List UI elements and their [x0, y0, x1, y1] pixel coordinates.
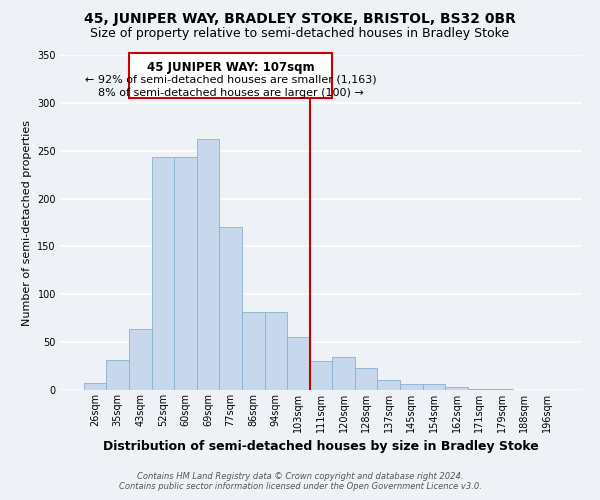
Text: ← 92% of semi-detached houses are smaller (1,163): ← 92% of semi-detached houses are smalle…: [85, 74, 376, 84]
Bar: [220, 228, 242, 390]
Bar: [106, 360, 129, 390]
Text: 45 JUNIPER WAY: 107sqm: 45 JUNIPER WAY: 107sqm: [147, 60, 314, 74]
Bar: [287, 338, 310, 390]
Bar: [490, 389, 513, 390]
Bar: [468, 389, 490, 390]
X-axis label: Distribution of semi-detached houses by size in Bradley Stoke: Distribution of semi-detached houses by …: [103, 440, 539, 454]
FancyBboxPatch shape: [129, 53, 332, 98]
Bar: [355, 368, 377, 390]
Bar: [422, 384, 445, 390]
Bar: [197, 139, 220, 390]
Text: 8% of semi-detached houses are larger (100) →: 8% of semi-detached houses are larger (1…: [98, 88, 364, 98]
Text: Contains HM Land Registry data © Crown copyright and database right 2024.
Contai: Contains HM Land Registry data © Crown c…: [119, 472, 481, 491]
Bar: [310, 362, 332, 390]
Bar: [129, 328, 152, 390]
Bar: [445, 387, 468, 390]
Bar: [242, 312, 265, 390]
Y-axis label: Number of semi-detached properties: Number of semi-detached properties: [22, 120, 32, 326]
Text: Size of property relative to semi-detached houses in Bradley Stoke: Size of property relative to semi-detach…: [91, 28, 509, 40]
Text: 45, JUNIPER WAY, BRADLEY STOKE, BRISTOL, BS32 0BR: 45, JUNIPER WAY, BRADLEY STOKE, BRISTOL,…: [84, 12, 516, 26]
Bar: [265, 312, 287, 390]
Bar: [152, 158, 174, 390]
Bar: [400, 384, 422, 390]
Bar: [332, 358, 355, 390]
Bar: [84, 384, 106, 390]
Bar: [377, 380, 400, 390]
Bar: [174, 158, 197, 390]
